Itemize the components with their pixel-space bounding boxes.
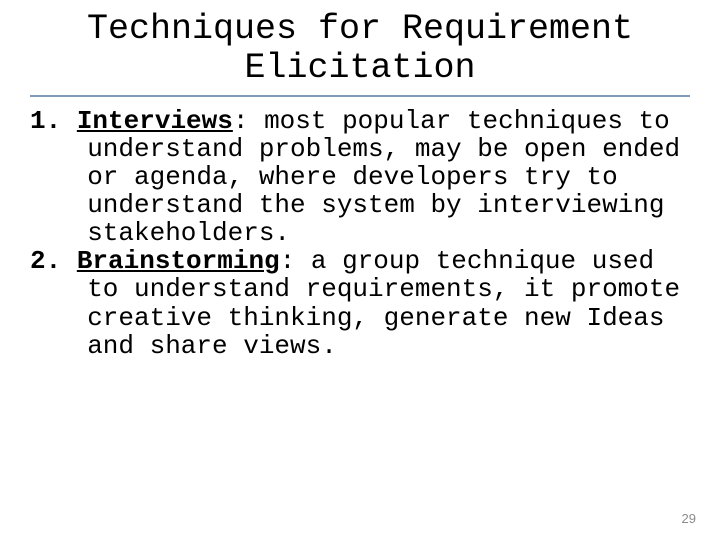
- term-interviews: Interviews: [77, 106, 233, 136]
- page-number: 29: [682, 511, 696, 526]
- list-item: Interviews: most popular techniques to u…: [30, 107, 690, 247]
- slide-title: Techniques for Requirement Elicitation: [0, 0, 720, 93]
- slide-body: Interviews: most popular techniques to u…: [0, 107, 720, 360]
- title-underline-rule: [30, 95, 690, 97]
- techniques-list: Interviews: most popular techniques to u…: [30, 107, 690, 360]
- slide: Techniques for Requirement Elicitation I…: [0, 0, 720, 540]
- term-brainstorming: Brainstorming: [77, 246, 280, 276]
- list-item: Brainstorming: a group technique used to…: [30, 247, 690, 359]
